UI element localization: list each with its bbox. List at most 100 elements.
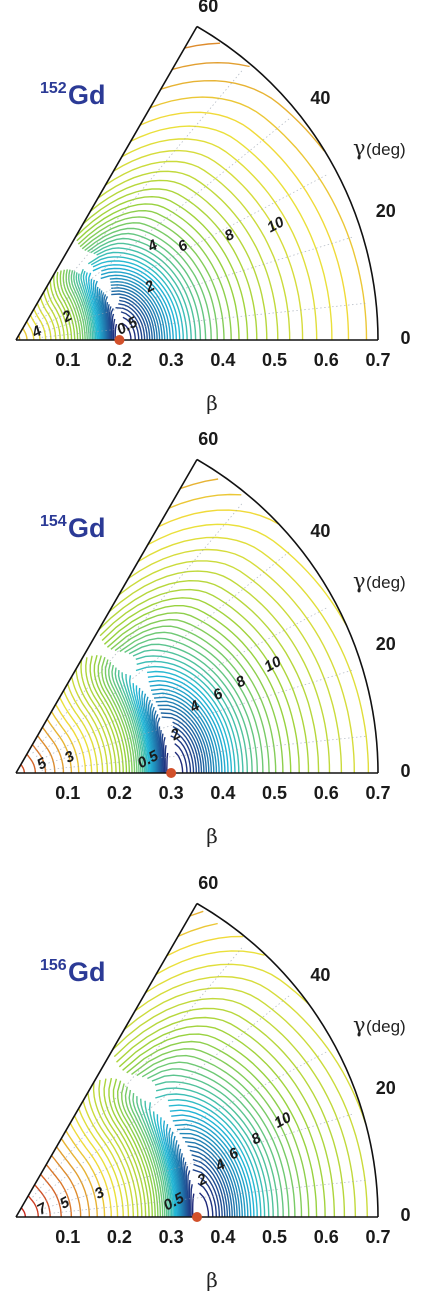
contour-line: [89, 179, 268, 341]
contour-line: [85, 272, 98, 340]
beta-tick-label: 0.3: [159, 350, 184, 370]
contour-line: [96, 247, 192, 341]
contour-line: [140, 1098, 170, 1218]
gamma-axis-unit: (deg): [366, 1017, 406, 1036]
nucleus-mass: 154: [40, 513, 67, 530]
minimum-marker: [192, 1212, 202, 1222]
contour-line: [111, 287, 158, 341]
contour-line: [118, 560, 343, 774]
contour-line: [176, 1128, 243, 1218]
contour-line: [126, 1040, 310, 1218]
contour-line: [27, 1195, 39, 1217]
contour-line: [153, 696, 215, 774]
beta-tick-label: 0.3: [159, 1227, 184, 1247]
contour-line: [138, 687, 152, 773]
gamma-tick-label: 60: [198, 429, 218, 449]
contour-line: [110, 308, 114, 341]
beta-axis-label: β: [206, 391, 218, 415]
contour-line: [192, 1158, 226, 1218]
contour-line: [185, 1166, 189, 1217]
gamma-tick-label: 0: [400, 1205, 410, 1225]
gamma-axis-label: γ: [353, 136, 366, 160]
contour-value-label: 8: [233, 672, 249, 691]
contour-line: [136, 660, 240, 774]
beta-tick-label: 0.2: [107, 350, 132, 370]
contour-line: [103, 1078, 147, 1217]
contour-line: [160, 79, 325, 152]
gamma-tick-label: 40: [310, 521, 330, 541]
contour-line: [151, 1074, 279, 1218]
beta-tick-label: 0.2: [107, 1227, 132, 1247]
contour-line: [98, 288, 105, 341]
contour-line: [161, 716, 203, 774]
contour-line: [116, 1016, 336, 1218]
contour-line: [125, 673, 147, 773]
contour-line: [198, 1192, 210, 1218]
contour-value-label: 0.5: [114, 313, 141, 338]
contour-line: [110, 280, 163, 341]
contour-line: [80, 268, 95, 340]
contour-line: [165, 1123, 179, 1217]
contour-line: [172, 1135, 182, 1217]
contour-value-label: 10: [271, 1109, 294, 1132]
contour-line: [100, 290, 106, 340]
contour-line: [158, 726, 162, 773]
beta-tick-label: 0.4: [210, 1227, 235, 1247]
contour-line: [106, 301, 109, 340]
contour-line: [70, 270, 88, 340]
contour-line: [43, 291, 61, 340]
contour-line: [168, 1127, 180, 1218]
contour-line: [171, 1114, 252, 1218]
contour-line: [132, 649, 248, 774]
contour-line: [120, 1083, 159, 1218]
contour-line: [56, 1146, 90, 1217]
contour-line: [114, 625, 270, 774]
contour-line: [187, 1145, 233, 1218]
contour-line: [96, 286, 104, 340]
contour-line: [150, 703, 157, 773]
beta-tick-label: 0.6: [314, 783, 339, 803]
contour-line: [192, 1169, 221, 1218]
gamma-tick-label: 0: [400, 328, 410, 348]
gamma-tick-label: 0: [400, 761, 410, 781]
contour-line: [148, 1102, 173, 1218]
contour-line: [141, 1061, 290, 1218]
contour-line: [155, 714, 160, 774]
contour-line: [179, 1132, 241, 1218]
contour-line: [128, 1089, 164, 1218]
gamma-tick-label: 60: [198, 0, 218, 16]
nucleus-symbol: Gd: [68, 80, 106, 110]
contour-line: [159, 708, 208, 774]
contour-value-label: 7: [34, 1199, 50, 1218]
contour-line: [163, 737, 166, 773]
contour-value-label: 4: [144, 236, 161, 256]
contour-line: [107, 304, 110, 340]
contour-line: [162, 1120, 178, 1218]
contour-line: [172, 730, 195, 774]
contour-line: [108, 662, 138, 773]
contour-line: [119, 296, 151, 341]
contour-line: [82, 1100, 130, 1218]
contour-line: [111, 290, 156, 341]
contour-value-label: 10: [261, 653, 284, 676]
contour-line: [137, 536, 370, 774]
contour-line: [34, 1184, 51, 1217]
contour-line: [106, 612, 284, 774]
contour-line: [147, 675, 229, 774]
contour-line: [143, 693, 154, 773]
contour-line: [116, 1080, 156, 1218]
contour-line: [114, 323, 118, 340]
gamma-axis-label: γ: [353, 1013, 366, 1037]
contour-line: [147, 523, 348, 627]
contour-line: [135, 655, 244, 774]
guide-line: [32, 70, 243, 321]
contour-line: [191, 1154, 228, 1218]
contour-line: [167, 1098, 262, 1218]
contour-line: [56, 271, 76, 340]
contour-value-label: 3: [92, 1183, 108, 1202]
contour-line: [170, 735, 192, 774]
contour-line: [80, 659, 117, 773]
contour-line: [46, 286, 65, 340]
beta-tick-label: 0.1: [55, 783, 80, 803]
contour-line: [59, 696, 93, 773]
